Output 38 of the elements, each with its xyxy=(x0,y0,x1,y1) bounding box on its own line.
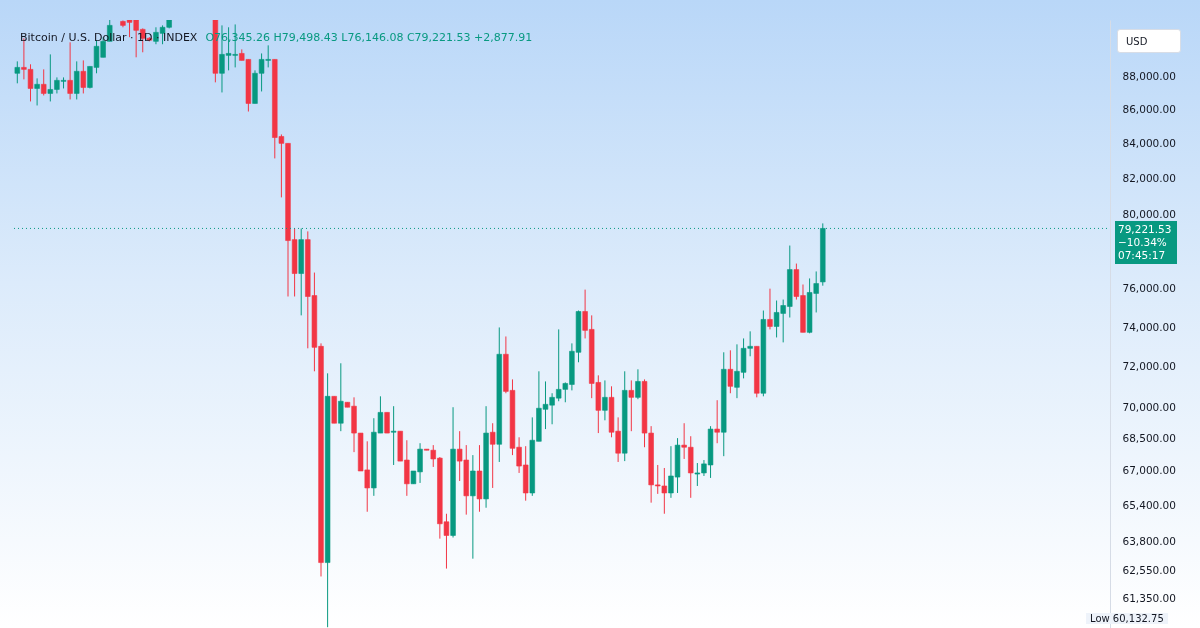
y-tick-label: 74,000.00 xyxy=(1122,320,1176,333)
y-tick-label: 65,400.00 xyxy=(1122,499,1176,512)
y-tick-label: 67,000.00 xyxy=(1122,464,1176,477)
y-tick-label: 82,000.00 xyxy=(1122,172,1176,185)
candlestick xyxy=(390,405,397,466)
y-tick-label: 68,500.00 xyxy=(1122,432,1176,445)
candlestick xyxy=(496,326,502,463)
ref-line-label: 79,221.53 xyxy=(1118,223,1173,237)
candlestick xyxy=(74,60,80,100)
candlestick xyxy=(331,395,337,424)
y-tick-label: 88,000.00 xyxy=(1122,69,1176,82)
y-tick-label: 72,000.00 xyxy=(1122,360,1176,373)
candlestick xyxy=(622,370,628,462)
y-tick-label: 86,000.00 xyxy=(1122,103,1176,116)
y-tick-label: 61,350.00 xyxy=(1122,591,1176,604)
y-tick-label: 80,000.00 xyxy=(1122,207,1176,220)
y-tick-label: 62,550.00 xyxy=(1122,563,1176,576)
text: 07:45:17 xyxy=(1118,249,1167,263)
candlestick xyxy=(41,68,47,96)
candlestick xyxy=(754,345,760,398)
candlestick xyxy=(338,362,344,432)
y-tick-label: 63,800.00 xyxy=(1122,535,1176,548)
text: −10.34% xyxy=(1118,236,1168,250)
y-tick-label: 70,000.00 xyxy=(1122,400,1176,413)
candlestick xyxy=(628,379,634,432)
candlestick xyxy=(324,372,331,628)
y-tick-label: 84,000.00 xyxy=(1122,137,1176,150)
candlestick xyxy=(727,349,734,394)
candlestick xyxy=(14,60,20,84)
annotation: Low 60,132.75 xyxy=(1086,613,1168,624)
y-tick-label: 76,000.00 xyxy=(1122,281,1176,294)
candlestick xyxy=(760,310,767,397)
currency-button: USD xyxy=(1117,29,1181,53)
candlestick xyxy=(476,444,483,513)
candlestick xyxy=(490,422,496,489)
candlestick xyxy=(80,59,86,94)
candlestick xyxy=(714,399,720,444)
candlestick xyxy=(721,351,727,457)
